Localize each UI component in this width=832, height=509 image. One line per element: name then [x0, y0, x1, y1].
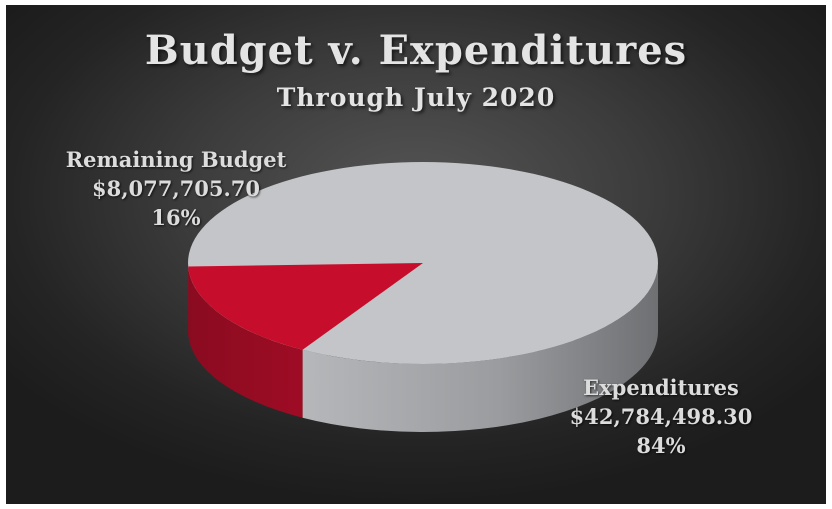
- expenditures-slice-side: [302, 263, 658, 432]
- remaining-budget-amount: $8,077,705.70: [91, 176, 261, 201]
- chart-subtitle: Through July 2020: [276, 83, 556, 112]
- remaining-budget-label: Remaining Budget $8,077,705.70 16%: [61, 145, 291, 232]
- pie-chart: [188, 162, 658, 432]
- chart-frame: Budget v. Expenditures Through July 2020…: [6, 5, 826, 504]
- remaining-budget-slice: [188, 263, 423, 350]
- expenditures-percent: 84%: [636, 433, 686, 458]
- remaining-budget-slice-side: [188, 266, 303, 418]
- chart-title: Budget v. Expenditures: [144, 27, 688, 74]
- remaining-budget-percent: 16%: [151, 205, 201, 230]
- remaining-budget-name: Remaining Budget: [65, 147, 287, 172]
- expenditures-amount: $42,784,498.30: [569, 404, 753, 429]
- expenditures-label: Expenditures $42,784,498.30 84%: [536, 373, 786, 460]
- expenditures-name: Expenditures: [583, 375, 739, 400]
